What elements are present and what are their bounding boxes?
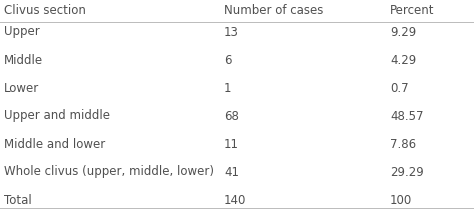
Text: Whole clivus (upper, middle, lower): Whole clivus (upper, middle, lower) [4,166,214,179]
Text: 100: 100 [390,194,412,206]
Text: 41: 41 [224,166,239,179]
Text: Middle and lower: Middle and lower [4,138,105,151]
Text: 29.29: 29.29 [390,166,424,179]
Text: 48.57: 48.57 [390,110,423,123]
Text: Middle: Middle [4,53,43,67]
Text: Total: Total [4,194,32,206]
Text: 4.29: 4.29 [390,53,416,67]
Text: 13: 13 [224,25,239,39]
Text: 0.7: 0.7 [390,81,409,95]
Text: 68: 68 [224,110,239,123]
Text: Lower: Lower [4,81,39,95]
Text: 11: 11 [224,138,239,151]
Text: Upper and middle: Upper and middle [4,110,110,123]
Text: 6: 6 [224,53,231,67]
Text: Number of cases: Number of cases [224,4,323,18]
Text: 7.86: 7.86 [390,138,416,151]
Text: Percent: Percent [390,4,435,18]
Text: 1: 1 [224,81,231,95]
Text: Upper: Upper [4,25,40,39]
Text: Clivus section: Clivus section [4,4,86,18]
Text: 140: 140 [224,194,246,206]
Text: 9.29: 9.29 [390,25,416,39]
